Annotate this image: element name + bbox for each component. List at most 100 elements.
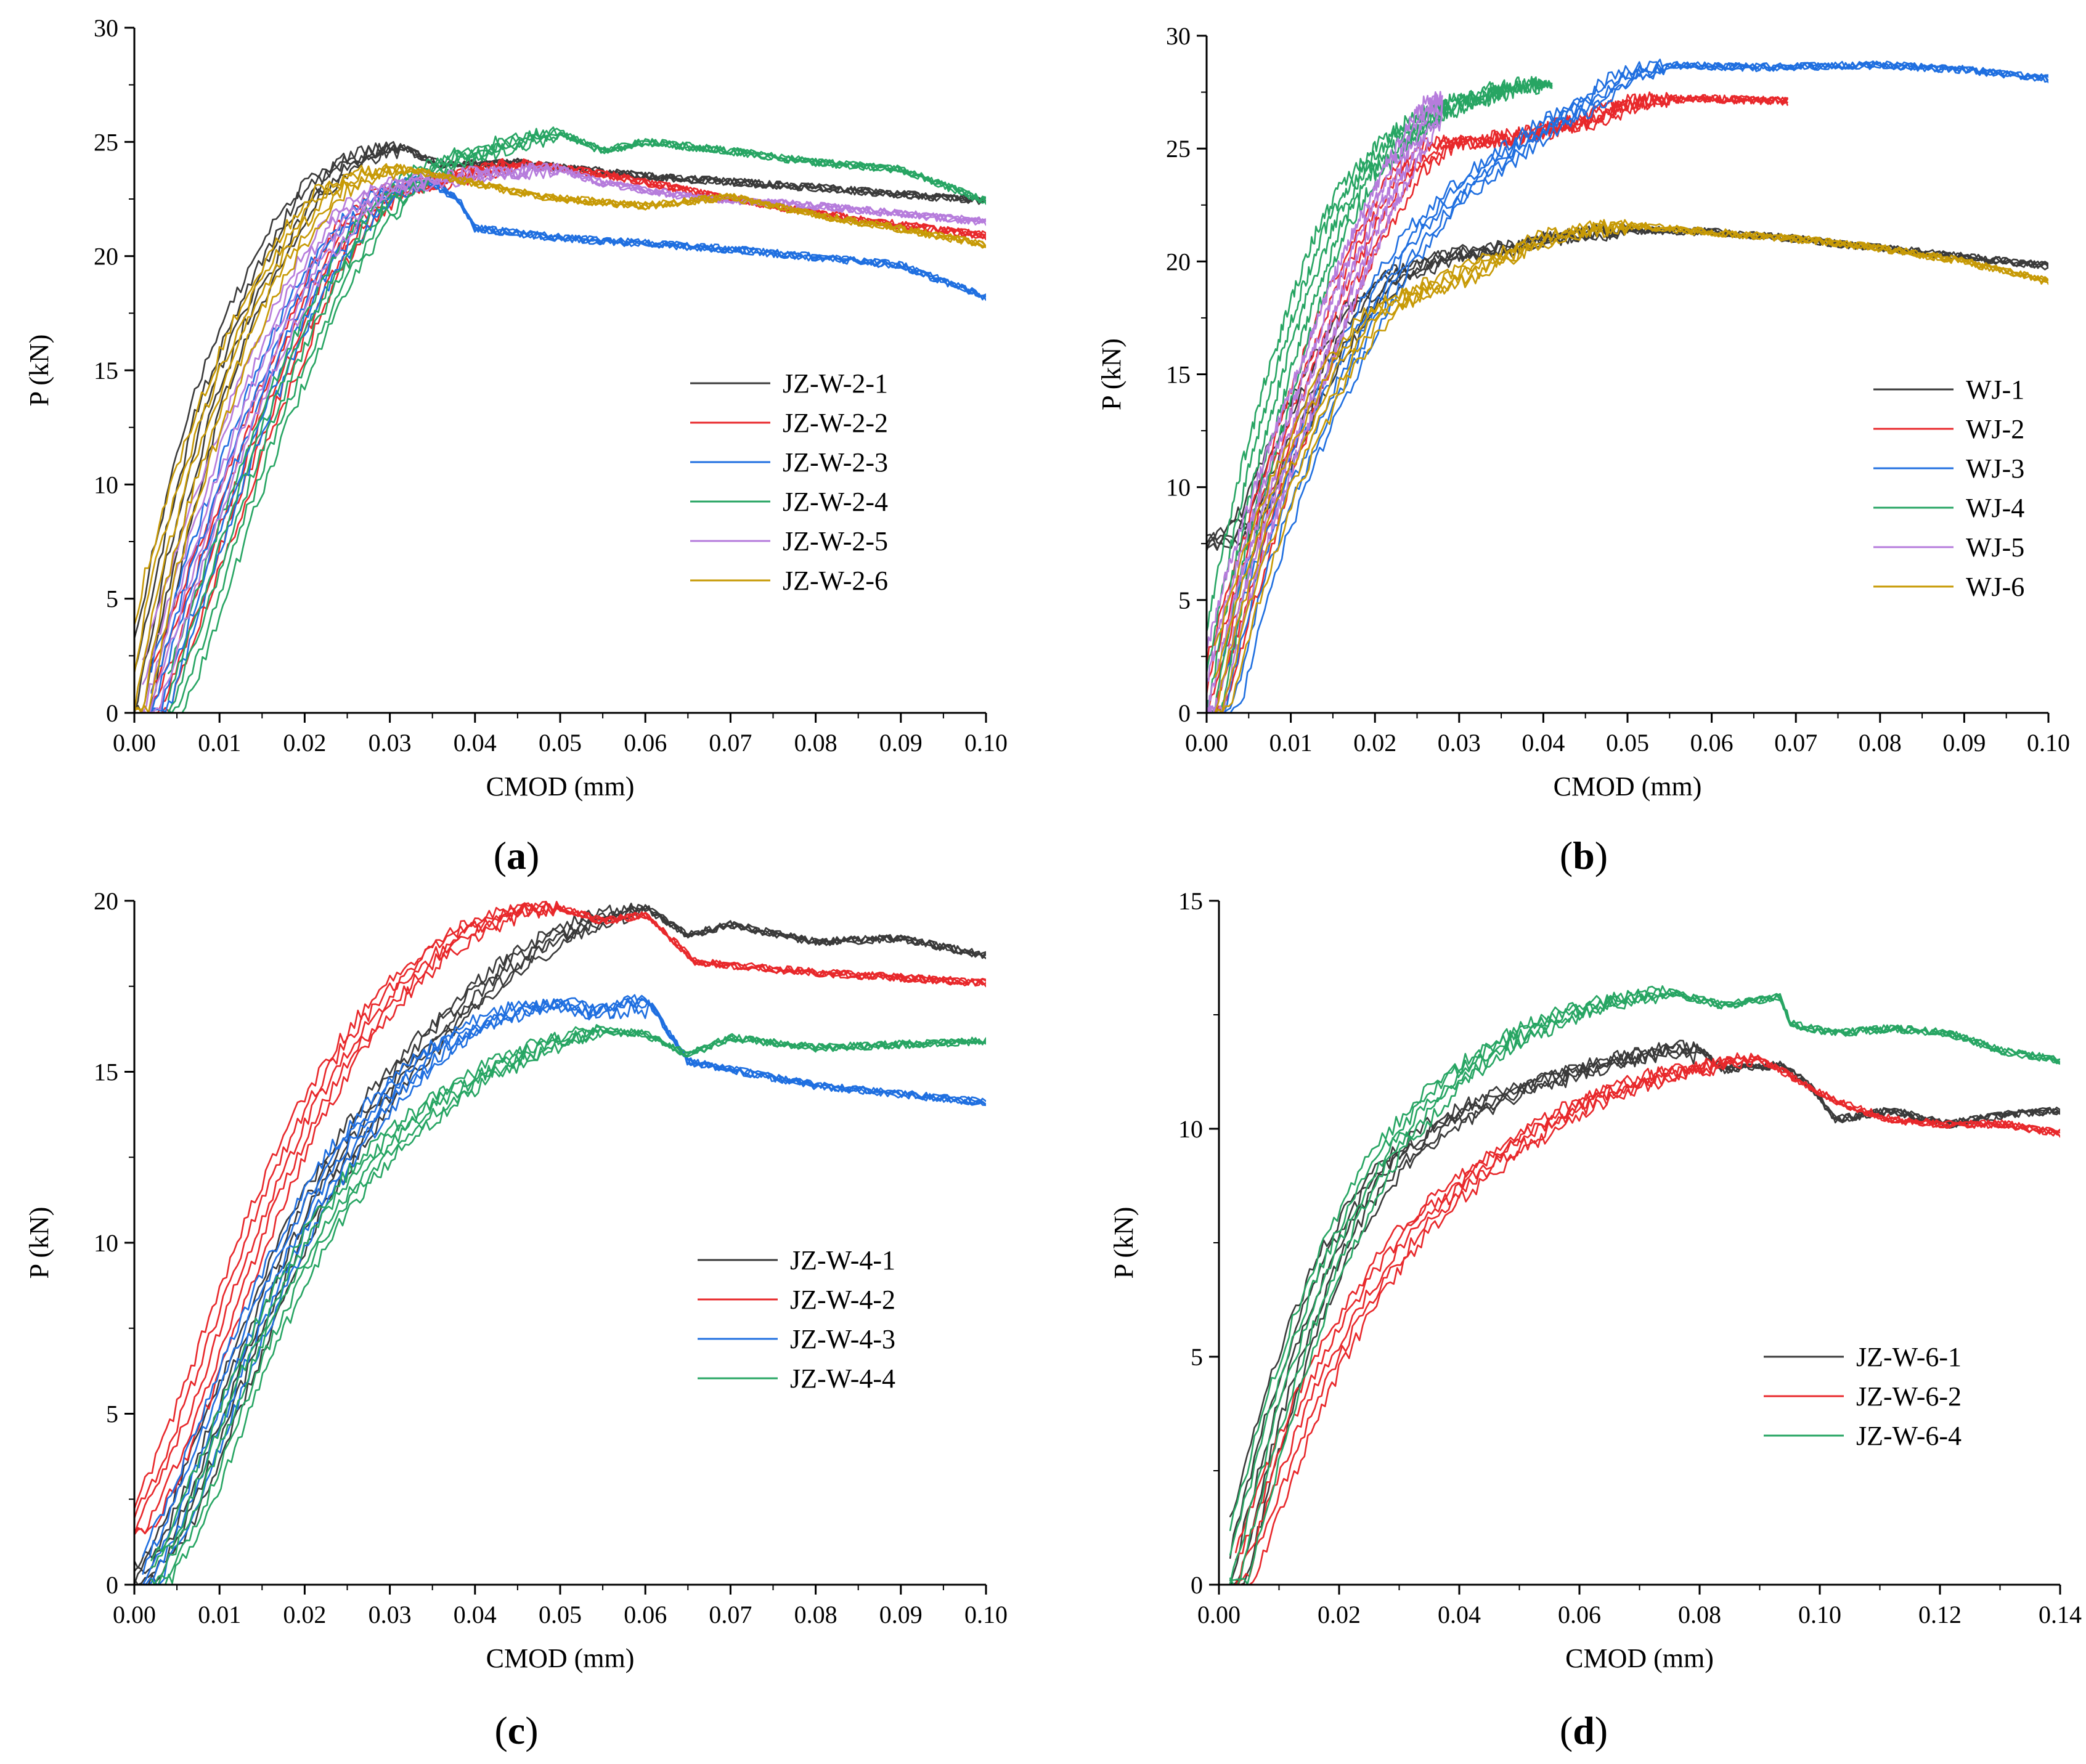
y-tick-label: 15 (1166, 361, 1191, 389)
x-tick-label: 0.01 (198, 729, 241, 757)
x-tick-label: 0.10 (964, 729, 1008, 757)
y-axis-title: P (kN) (24, 335, 54, 407)
x-tick-label: 0.06 (1690, 729, 1734, 757)
y-tick-label: 10 (1166, 474, 1191, 502)
x-tick-label: 0.12 (1918, 1601, 1962, 1628)
chart-panel-b: 0.00 0.01 0.02 0.03 0.04 0.05 0.06 0.07 0.08 0.09… (1096, 22, 2070, 877)
y-tick-label: 5 (106, 1400, 118, 1428)
panel-label: (c) (494, 1709, 538, 1752)
series-line-WJ-1 (1207, 223, 2048, 552)
x-tick-label: 0.09 (1942, 729, 1986, 757)
legend-label: JZ-W-4-2 (790, 1285, 895, 1315)
legend-label: WJ-1 (1966, 375, 2024, 405)
y-tick-label: 10 (94, 471, 118, 498)
x-tick-label: 0.01 (198, 1601, 241, 1628)
y-tick-label: 0 (106, 699, 118, 727)
series-line-JZ-W-4-2 (134, 901, 986, 1536)
legend-label: JZ-W-2-3 (783, 447, 888, 478)
x-tick-label: 0.06 (624, 1601, 667, 1628)
x-tick-label: 0.05 (1606, 729, 1649, 757)
plot-area (1229, 985, 2060, 1585)
series-line-WJ-4 (1207, 76, 1553, 713)
series-line-JZ-W-4-3 (142, 994, 986, 1585)
series-line-JZ-W-4-1 (134, 903, 986, 1585)
y-axis-title: P (kN) (1109, 1207, 1139, 1279)
series-line-WJ-5 (1207, 91, 1443, 713)
y-tick-label: 5 (1191, 1343, 1203, 1371)
chart-panel-d: 0.00 0.02 0.04 0.06 0.08 0.10 0.12 0.14 0 5 10 15 CM… (1109, 887, 2082, 1752)
x-tick-label: 0.10 (1798, 1601, 1841, 1628)
x-tick-label: 0.04 (454, 1601, 497, 1628)
panel-label: (d) (1560, 1709, 1608, 1752)
x-tick-label: 0.03 (369, 1601, 412, 1628)
x-tick-label: 0.07 (709, 1601, 752, 1628)
x-tick-label: 0.00 (113, 729, 156, 757)
legend-label: JZ-W-2-1 (783, 368, 888, 399)
y-tick-label: 20 (94, 243, 118, 270)
x-tick-label: 0.09 (879, 729, 923, 757)
x-axis-title: CMOD (mm) (486, 771, 635, 802)
y-tick-label: 15 (94, 1059, 118, 1086)
series-line-WJ-6 (1214, 219, 2048, 713)
x-tick-label: 0.00 (1185, 729, 1228, 757)
x-tick-label: 0.05 (539, 1601, 582, 1628)
x-tick-label: 0.08 (794, 1601, 837, 1628)
legend-label: WJ-6 (1966, 572, 2024, 602)
x-tick-label: 0.02 (283, 729, 326, 757)
x-tick-label: 0.03 (369, 729, 412, 757)
legend: WJ-1 WJ-2 WJ-3 WJ-4 WJ-5 WJ-6 (1873, 375, 2024, 602)
y-tick-label: 0 (1178, 699, 1191, 727)
x-axis-title: CMOD (mm) (486, 1643, 635, 1673)
x-tick-label: 0.03 (1438, 729, 1481, 757)
y-axis-title: P (kN) (24, 1207, 54, 1279)
series-line-JZ-W-2-4 (168, 126, 986, 713)
legend-label: WJ-5 (1966, 532, 2024, 563)
legend-label: JZ-W-6-2 (1856, 1381, 1962, 1412)
legend-label: JZ-W-6-1 (1856, 1342, 1962, 1372)
series-line-WJ-2 (1207, 91, 1788, 713)
series-line-JZ-W-6-2 (1235, 1052, 2060, 1585)
legend-label: WJ-4 (1966, 493, 2024, 523)
panel-label: (b) (1560, 834, 1608, 877)
x-tick-label: 0.10 (2027, 729, 2070, 757)
legend-label: JZ-W-2-5 (783, 526, 888, 556)
x-tick-label: 0.14 (2039, 1601, 2082, 1628)
x-tick-label: 0.07 (1774, 729, 1817, 757)
y-axis-title: P (kN) (1096, 338, 1127, 410)
legend-label: JZ-W-4-3 (790, 1324, 895, 1354)
plot-area (1207, 59, 2048, 713)
legend-label: JZ-W-6-4 (1856, 1421, 1962, 1451)
y-tick-label: 25 (1166, 135, 1191, 163)
plot-area (134, 901, 986, 1585)
x-tick-label: 0.06 (1558, 1601, 1601, 1628)
legend-label: WJ-2 (1966, 414, 2024, 444)
x-tick-label: 0.06 (624, 729, 667, 757)
x-tick-label: 0.05 (539, 729, 582, 757)
y-tick-label: 5 (1178, 587, 1191, 614)
x-tick-label: 0.02 (283, 1601, 326, 1628)
x-tick-label: 0.04 (454, 729, 497, 757)
series-line-JZ-W-6-1 (1229, 1039, 2060, 1585)
x-tick-label: 0.00 (1197, 1601, 1241, 1628)
chart-panel-c: 0.00 0.01 0.02 0.03 0.04 0.05 0.06 0.07 0.08 0.09… (24, 887, 1008, 1752)
series-line-JZ-W-4-4 (150, 1024, 986, 1585)
x-tick-label: 0.04 (1438, 1601, 1481, 1628)
y-tick-label: 0 (1191, 1571, 1203, 1599)
chart-panel-a: 0.00 0.01 0.02 0.03 0.04 0.05 0.06 0.07 0.08 0.09… (24, 14, 1008, 877)
x-tick-label: 0.02 (1353, 729, 1396, 757)
legend-label: JZ-W-2-6 (783, 566, 888, 596)
legend: JZ-W-6-1 JZ-W-6-2 JZ-W-6-4 (1764, 1342, 1962, 1451)
x-tick-label: 0.09 (879, 1601, 923, 1628)
x-tick-label: 0.07 (709, 729, 752, 757)
x-tick-label: 0.08 (1859, 729, 1902, 757)
panel-label: (a) (494, 834, 540, 877)
legend: JZ-W-4-1 JZ-W-4-2 JZ-W-4-3 JZ-W-4-4 (698, 1245, 895, 1394)
x-tick-label: 0.04 (1522, 729, 1565, 757)
series-line-JZ-W-2-5 (142, 162, 986, 713)
series-line-JZ-W-2-6 (134, 163, 986, 713)
y-tick-label: 20 (94, 887, 118, 915)
x-tick-label: 0.10 (964, 1601, 1008, 1628)
series-line-JZ-W-6-4 (1229, 985, 2060, 1585)
series-line-WJ-3 (1223, 59, 2048, 713)
